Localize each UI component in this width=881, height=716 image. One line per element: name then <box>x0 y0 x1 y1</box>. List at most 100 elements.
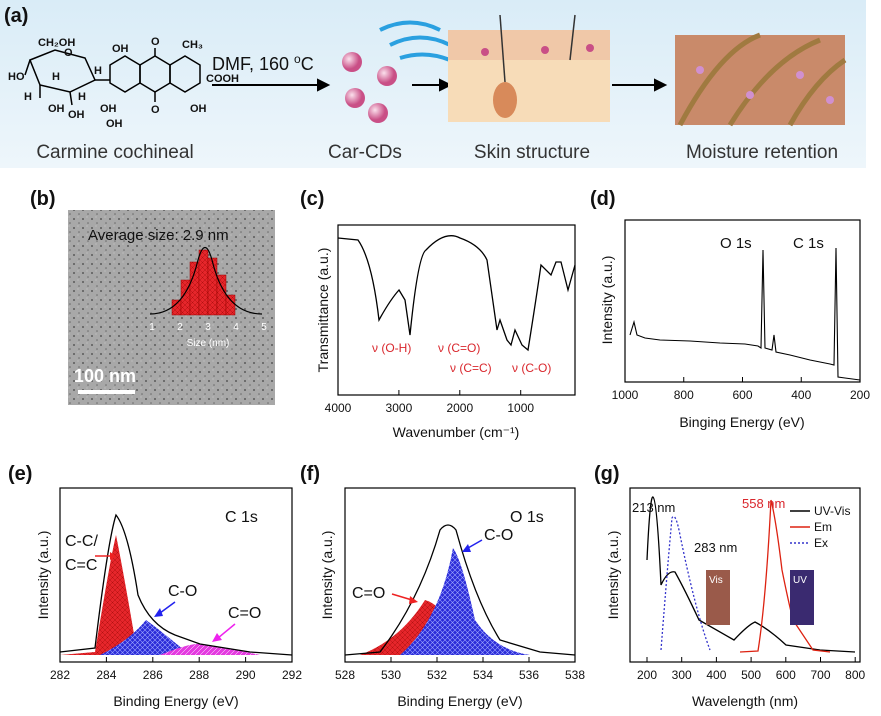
annotation: C=O <box>228 605 261 622</box>
annotation: ν (C-O) <box>512 361 551 375</box>
y-axis-label: Transmittance (a.u.) <box>315 248 331 373</box>
x-tick-label: 800 <box>674 388 694 402</box>
x-axis-label: Wavenumber (cm⁻¹) <box>393 424 520 440</box>
flow-arrows <box>379 20 451 62</box>
atom-label: CH₃ <box>182 39 203 51</box>
x-axis-label: Binding Energy (eV) <box>113 693 238 709</box>
peak-label: O 1s <box>720 235 752 252</box>
x-axis-label: Binding Energy (eV) <box>397 693 522 709</box>
panel-g: (g) Vis UV 213 nm 283 nm 558 nm UV-Vis E… <box>594 463 861 709</box>
caption: Moisture retention <box>686 142 838 163</box>
atom-label: HO <box>8 71 25 83</box>
fit-peak <box>60 535 150 655</box>
atom-label: H <box>94 65 102 77</box>
ftir-curve <box>337 235 576 352</box>
atom-label: O <box>151 104 160 116</box>
annotation: C=C <box>65 557 97 574</box>
x-axis-label: Binging Energy (eV) <box>679 414 804 430</box>
x-tick-label: 700 <box>810 668 830 682</box>
panel-a: (a) CH₂OH O HO H H OH H OH H OH CH₃ O CO… <box>0 0 866 168</box>
panel-b: (b) Average size: 2.9 nm Size (nm) 100 n… <box>30 188 275 405</box>
x-tick-label: 3000 <box>386 401 413 415</box>
legend-entry: Em <box>814 520 832 534</box>
histogram <box>171 249 236 316</box>
inset-label: UV <box>793 575 807 586</box>
spectrum-title: C 1s <box>225 509 258 526</box>
atom-label: CH₂OH <box>38 37 75 49</box>
hist-xlabel: Size (nm) <box>187 338 230 349</box>
fit-peak <box>100 620 190 655</box>
annotation: C-C/ <box>65 533 98 550</box>
x-tick-label: 1000 <box>507 401 534 415</box>
uv-photo <box>790 570 814 625</box>
x-tick-label: 400 <box>791 388 811 402</box>
vis-photo <box>706 570 730 625</box>
x-tick-label: 528 <box>335 668 355 682</box>
annotation: ν (C=O) <box>438 341 480 355</box>
fit-peak <box>160 643 260 655</box>
hist-tick-label: 1 <box>149 322 155 333</box>
hist-tick-label: 2 <box>177 322 183 333</box>
reaction-condition: DMF, 160 oC <box>212 52 314 74</box>
panel-c: (c) ν (O-H) ν (C=O) ν (C=C) ν (C-O) Wave… <box>300 188 576 440</box>
x-axis-label: Wavelength (nm) <box>692 693 798 709</box>
annotation: 283 nm <box>694 540 737 555</box>
panel-label: (b) <box>30 188 56 210</box>
x-tick-label: 1000 <box>612 388 639 402</box>
y-axis-label: Intensity (a.u.) <box>599 256 615 345</box>
inset-label: Vis <box>709 575 723 586</box>
atom-label: OH <box>112 43 129 55</box>
x-tick-label: 400 <box>706 668 726 682</box>
atom-label: OH <box>68 109 85 121</box>
annotation: 213 nm <box>632 500 675 515</box>
x-tick-label: 300 <box>672 668 692 682</box>
annotation: ν (O-H) <box>372 341 411 355</box>
peak-label: C 1s <box>793 235 824 252</box>
atom-label: OH <box>106 118 123 130</box>
legend-entry: UV-Vis <box>814 504 850 518</box>
annotation: C-O <box>484 527 513 544</box>
fit-peak <box>400 548 530 655</box>
caption: Car-CDs <box>328 142 402 163</box>
axes-box <box>59 487 293 663</box>
panel-f: (f) O 1s C=O C-O Binding Energy (eV) Int… <box>300 463 576 709</box>
caption: Skin structure <box>474 142 590 163</box>
panel-label: (f) <box>300 463 320 485</box>
skin <box>448 14 610 122</box>
x-tick-label: 538 <box>565 668 585 682</box>
x-tick-label: 500 <box>741 668 761 682</box>
x-tick-label: 800 <box>845 668 865 682</box>
y-axis-label: Intensity (a.u.) <box>319 531 335 620</box>
axes-box <box>337 224 576 396</box>
panel-d: (d) O 1s C 1s Binging Energy (eV) Intens… <box>590 188 861 430</box>
atom-label: COOH <box>206 73 239 85</box>
atom-label: OH <box>48 103 65 115</box>
spectrum-title: O 1s <box>510 509 544 526</box>
hist-tick-label: 5 <box>261 322 267 333</box>
atom-label: OH <box>190 103 207 115</box>
panel-e: (e) C 1s C-C/ C=C C-O C=O Binding Energy… <box>8 463 293 709</box>
panel-label: (c) <box>300 188 324 210</box>
x-tick-label: 200 <box>637 668 657 682</box>
annotation: C-O <box>168 583 197 600</box>
x-tick-label: 288 <box>189 668 209 682</box>
x-tick-label: 4000 <box>325 401 352 415</box>
molecule-bonds <box>24 48 201 106</box>
atom-label: O <box>151 36 160 48</box>
moisture <box>675 32 847 127</box>
caption: Carmine cochineal <box>36 142 193 163</box>
x-tick-label: 600 <box>732 388 752 402</box>
x-tick-label: 600 <box>776 668 796 682</box>
x-tick-label: 536 <box>519 668 539 682</box>
y-axis-label: Intensity (a.u.) <box>35 531 51 620</box>
reaction-text: DMF, 160 <box>212 54 294 74</box>
reaction-unit: C <box>301 54 314 74</box>
atom-label: OH <box>100 103 117 115</box>
atom-label: O <box>64 47 73 59</box>
x-tick-label: 534 <box>473 668 493 682</box>
atom-label: H <box>24 91 32 103</box>
ex-curve <box>660 515 711 651</box>
xps-survey-curve <box>629 247 861 381</box>
x-tick-label: 530 <box>381 668 401 682</box>
x-tick-label: 200 <box>850 388 870 402</box>
